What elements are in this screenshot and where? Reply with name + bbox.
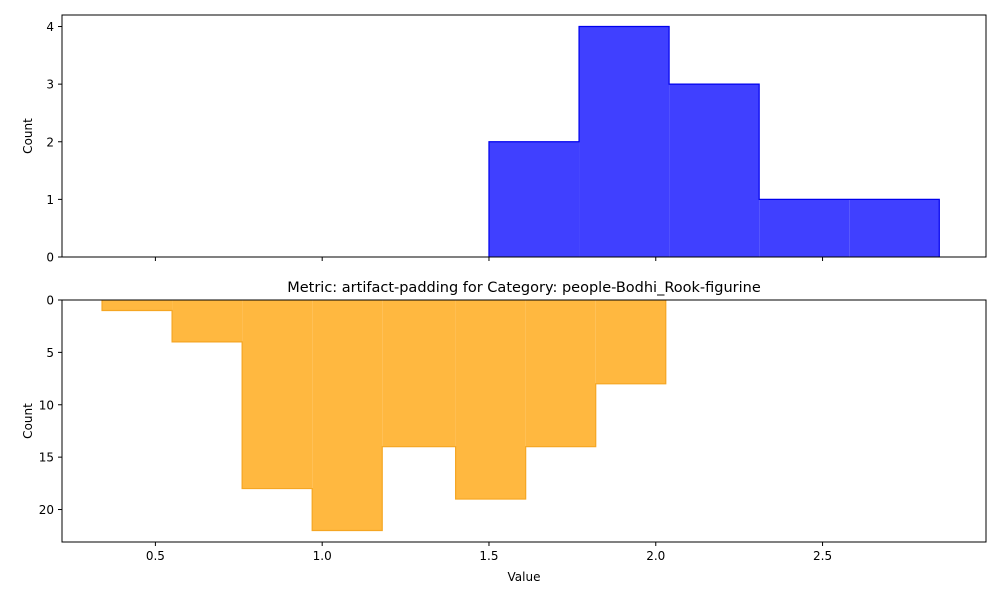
histogram-bar [488, 141, 580, 257]
histogram-bar [579, 26, 670, 258]
histogram-outline [101, 300, 667, 532]
bottom-histogram-panel: 0.5 1.0 1.5 2.0 2.5 0 5 10 15 20 Count Value Metric:… [21, 280, 987, 584]
histogram-bar [525, 300, 596, 447]
x-tick-label: 2.5 [813, 549, 832, 563]
chart-title: Metric: artifact-padding for Category: p… [287, 280, 761, 296]
histogram-bar [102, 300, 173, 311]
y-tick-label: 15 [39, 451, 54, 465]
y-tick-label: 4 [46, 20, 54, 34]
y-tick-label: 2 [46, 135, 54, 149]
x-tick-label: 0.5 [146, 549, 165, 563]
y-tick-label: 0 [46, 251, 54, 265]
histogram-bar [759, 199, 850, 257]
histogram-bar [172, 300, 243, 342]
histogram-bar [669, 84, 760, 258]
histogram-bar [595, 300, 666, 384]
histogram-outline [488, 25, 940, 257]
y-tick-label: 10 [39, 398, 54, 412]
x-tick-label: 1.5 [479, 549, 498, 563]
histogram-bar [312, 300, 383, 531]
y-tick-label: 20 [39, 503, 54, 517]
histogram-bar [242, 300, 313, 489]
y-tick-label: 5 [46, 346, 54, 360]
y-axis-label: Count [21, 403, 35, 439]
y-axis-label: Count [21, 118, 35, 154]
histogram-bar [455, 300, 526, 500]
y-tick-label: 3 [46, 78, 54, 92]
top-histogram-panel: 0 1 2 3 4 Count [21, 14, 987, 265]
x-tick-label: 1.0 [313, 549, 332, 563]
histogram-bar [849, 199, 940, 257]
y-tick-label: 0 [46, 294, 54, 308]
axes-frame [61, 299, 987, 543]
x-axis-label: Value [508, 570, 541, 584]
x-tick-label: 2.0 [646, 549, 665, 563]
histogram-bar [382, 300, 456, 447]
y-tick-label: 1 [46, 193, 54, 207]
axes-frame [61, 14, 987, 258]
